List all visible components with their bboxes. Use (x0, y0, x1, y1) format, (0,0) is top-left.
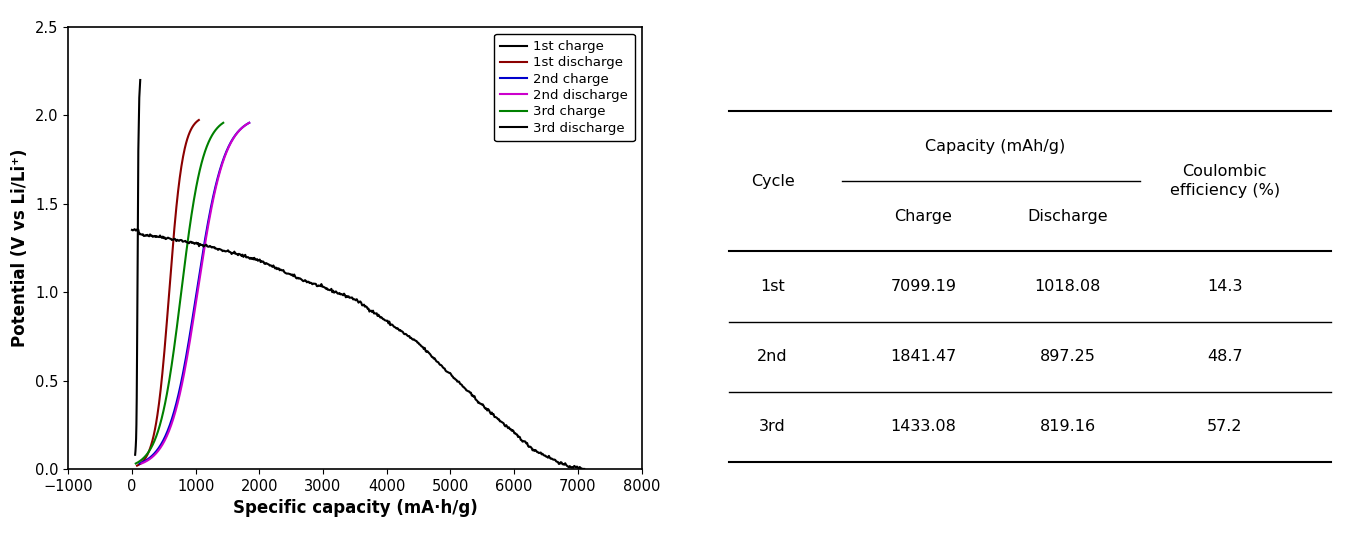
1st charge (127, 448, 143, 454)
2nd charge (242, 120, 258, 126)
2nd discharge (222, 140, 239, 147)
Line: 1st charge: 1st charge (135, 80, 141, 455)
Text: Discharge: Discharge (1028, 209, 1108, 224)
1st charge (128, 395, 145, 402)
3rd discharge (340, 294, 356, 300)
3rd discharge (566, 462, 583, 469)
1st discharge (161, 286, 177, 293)
Text: Coulombic
efficiency (%): Coulombic efficiency (%) (1170, 164, 1280, 198)
3rd discharge (573, 466, 590, 472)
1st discharge (149, 412, 165, 418)
1st charge (130, 253, 146, 260)
Text: 1841.47: 1841.47 (890, 349, 957, 364)
Line: 3rd discharge: 3rd discharge (132, 229, 584, 469)
Text: 2nd: 2nd (758, 349, 788, 364)
2nd discharge (169, 403, 186, 409)
1st charge (128, 351, 145, 357)
Line: 1st discharge: 1st discharge (136, 120, 199, 466)
3rd charge (127, 460, 143, 467)
2nd charge (168, 403, 184, 409)
Text: 3rd: 3rd (759, 419, 786, 434)
3rd charge (173, 286, 190, 293)
Text: 1018.08: 1018.08 (1035, 279, 1102, 294)
3rd discharge (370, 313, 386, 319)
3rd charge (162, 370, 179, 377)
Line: 2nd discharge: 2nd discharge (142, 123, 250, 464)
1st charge (132, 77, 149, 83)
2nd discharge (190, 286, 206, 293)
Text: 1st: 1st (760, 279, 785, 294)
Text: 819.16: 819.16 (1040, 419, 1096, 434)
1st discharge (172, 175, 188, 181)
1st discharge (191, 117, 207, 123)
1st charge (130, 148, 146, 154)
Text: 48.7: 48.7 (1207, 349, 1242, 364)
2nd discharge (134, 460, 150, 467)
1st discharge (164, 254, 180, 261)
3rd discharge (343, 294, 359, 301)
Text: Charge: Charge (894, 209, 953, 224)
Text: Cycle: Cycle (751, 174, 794, 189)
Text: 1433.08: 1433.08 (890, 419, 957, 434)
2nd discharge (207, 184, 224, 190)
1st discharge (153, 378, 169, 385)
Line: 2nd charge: 2nd charge (139, 123, 250, 464)
1st charge (128, 436, 145, 442)
Y-axis label: Potential (V vs Li/Li⁺): Potential (V vs Li/Li⁺) (11, 149, 30, 347)
3rd charge (188, 184, 205, 190)
2nd charge (131, 460, 147, 467)
1st charge (131, 94, 147, 101)
Text: 57.2: 57.2 (1207, 419, 1242, 434)
3rd discharge (495, 420, 512, 426)
Legend: 1st charge, 1st discharge, 2nd charge, 2nd discharge, 3rd charge, 3rd discharge: 1st charge, 1st discharge, 2nd charge, 2… (494, 33, 635, 141)
Text: 14.3: 14.3 (1207, 279, 1242, 294)
Text: Capacity (mAh/g): Capacity (mAh/g) (925, 139, 1066, 154)
2nd discharge (242, 120, 258, 126)
1st charge (127, 452, 143, 458)
3rd charge (216, 120, 232, 126)
3rd charge (157, 403, 173, 409)
3rd charge (177, 258, 194, 265)
2nd discharge (176, 370, 192, 377)
2nd charge (175, 370, 191, 377)
3rd discharge (130, 226, 146, 232)
X-axis label: Specific capacity (mA·h/g): Specific capacity (mA·h/g) (232, 499, 478, 517)
1st discharge (180, 133, 197, 140)
1st discharge (128, 462, 145, 469)
3rd discharge (576, 466, 592, 472)
1st charge (127, 443, 143, 449)
3rd charge (199, 140, 216, 147)
2nd charge (222, 140, 239, 147)
Line: 3rd charge: 3rd charge (135, 123, 224, 464)
3rd discharge (394, 328, 411, 335)
Text: 7099.19: 7099.19 (890, 279, 957, 294)
1st charge (128, 421, 145, 428)
3rd discharge (124, 227, 141, 233)
2nd charge (207, 184, 224, 190)
Text: 897.25: 897.25 (1040, 349, 1096, 364)
2nd charge (188, 286, 205, 293)
2nd discharge (194, 258, 210, 265)
2nd charge (194, 258, 210, 265)
